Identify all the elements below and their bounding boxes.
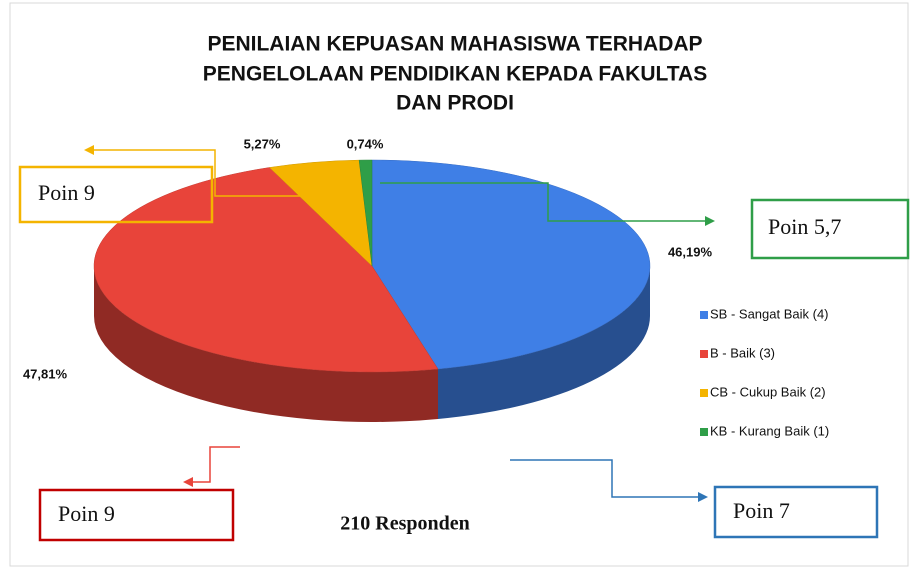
- slice: [93, 167, 439, 373]
- chart-title: PENILAIAN KEPUASAN MAHASISWA TERHADAP: [207, 33, 702, 56]
- arrow: [84, 145, 94, 155]
- data-label: 46,19%: [668, 244, 713, 259]
- annotation-box: [38, 488, 235, 542]
- annotation: Poin 9: [58, 501, 115, 526]
- callout-line: [92, 149, 330, 197]
- data-label: 0,74%: [347, 136, 384, 151]
- legend-swatch: [700, 389, 708, 397]
- annotation-box: [18, 165, 214, 224]
- annotation: Poin 7: [733, 498, 790, 523]
- legend-label: SB - Sangat Baik (4): [710, 306, 829, 321]
- frame: [9, 2, 909, 567]
- legend-label: B - Baik (3): [710, 345, 775, 360]
- slice-tops: [93, 159, 651, 373]
- chart-title: DAN PRODI: [396, 92, 514, 115]
- legend-swatch: [700, 428, 708, 436]
- annotation: Poin 9: [38, 180, 95, 205]
- callout-line: [380, 182, 705, 222]
- data-label: 5,27%: [244, 136, 281, 151]
- slice-sides: [94, 266, 650, 422]
- data-label: 47,81%: [23, 366, 68, 381]
- legend-swatch: [700, 311, 708, 319]
- slice-side: [94, 266, 438, 422]
- slice: [358, 159, 373, 267]
- annotation-box: [750, 198, 910, 260]
- annotation-box: [713, 485, 879, 539]
- callout-line: [510, 459, 698, 498]
- callout-line: [192, 446, 240, 483]
- legend-label: CB - Cukup Baik (2): [710, 384, 826, 399]
- arrow: [183, 477, 193, 487]
- slice-side: [437, 266, 650, 419]
- legend-label: KB - Kurang Baik (1): [710, 423, 829, 438]
- arrow: [705, 216, 715, 226]
- callouts: [18, 145, 910, 542]
- subtitle: 210 Responden: [340, 513, 469, 535]
- chart-title: PENGELOLAAN PENDIDIKAN KEPADA FAKULTAS: [203, 63, 707, 86]
- legend-swatch: [700, 350, 708, 358]
- arrow: [698, 492, 708, 502]
- annotation: Poin 5,7: [768, 214, 841, 239]
- pie: [93, 159, 651, 422]
- slice: [371, 159, 651, 370]
